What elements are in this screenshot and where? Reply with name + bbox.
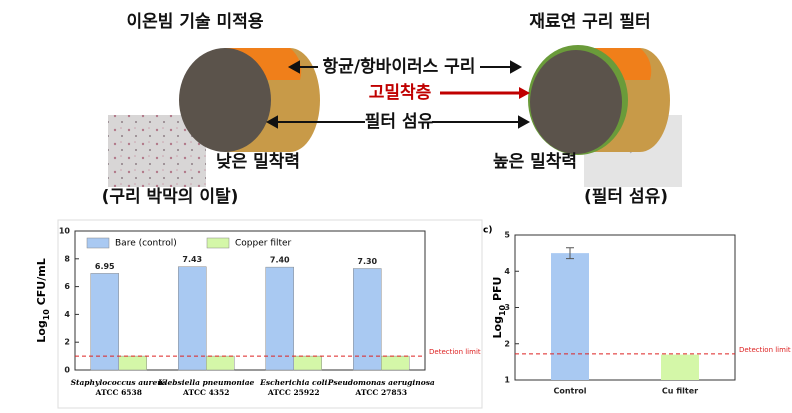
value-label: 7.43	[182, 255, 202, 264]
detection-label: Detection limit	[739, 346, 791, 354]
red-arrow	[440, 87, 530, 99]
fiber-label: 필터 섬유	[365, 112, 434, 132]
x-tick-label: Staphylococcus aureus	[71, 378, 168, 387]
left-title: 이온빔 기술 미적용	[127, 12, 264, 32]
x-tick-label: ATCC 4352	[182, 388, 229, 397]
y-label-sub: 10	[42, 309, 51, 321]
bar	[381, 355, 410, 371]
x-tick-label: Cu filter	[662, 387, 698, 396]
y-tick-label: 4	[64, 310, 70, 319]
legend-label: Bare (control)	[115, 239, 177, 249]
copper-label: 항균/항바이러스 구리	[323, 56, 476, 77]
bar	[661, 354, 699, 380]
left-caption: (구리 박막의 이탈)	[102, 186, 239, 207]
diagram: 이온빔 기술 미적용 재료연 구리 필터 항균/항바이러스 구리 고밀착층 필터…	[102, 12, 682, 207]
y-tick-label: 4	[504, 267, 510, 276]
y-tick-label: 8	[64, 254, 70, 263]
y-label-unit: CFU/mL	[35, 258, 48, 309]
right-title: 재료연 구리 필터	[529, 12, 650, 32]
bar	[90, 273, 119, 371]
legend-swatch	[206, 237, 230, 249]
arrows	[265, 60, 531, 129]
y-axis-label: Log10 CFU/mL	[35, 258, 51, 342]
right-adhesion: 높은 밀착력	[493, 151, 577, 172]
y-tick-label: 2	[504, 339, 510, 348]
y-tick-label: 0	[64, 366, 70, 375]
y-label-base: Log	[35, 320, 48, 342]
right-cylinder	[528, 45, 670, 155]
x-tick-label: ATCC 6538	[95, 388, 142, 397]
plot-area	[514, 234, 736, 381]
y-label-sub: 10	[498, 304, 507, 316]
y-label-unit: PFU	[491, 277, 504, 305]
legend-swatch	[86, 237, 110, 249]
value-label: 6.95	[95, 262, 115, 271]
y-tick-label: 3	[504, 303, 510, 312]
x-tick-label: Klebsiella pneumoniae	[157, 378, 254, 387]
y-label-base: Log	[491, 316, 504, 338]
x-tick-label: Control	[553, 387, 586, 396]
x-tick-label: Pseudomonas aeruginosa	[327, 378, 435, 387]
y-tick-label: 1	[504, 376, 510, 385]
legend-label: Copper filter	[235, 239, 292, 249]
x-tick-label: Escherichia coli	[259, 378, 327, 387]
left-adhesion: 낮은 밀착력	[216, 151, 300, 172]
y-axis-label: Log10 PFU	[491, 277, 507, 339]
panel-label: c)	[483, 226, 492, 236]
value-label: 7.40	[270, 256, 290, 265]
y-tick-label: 5	[504, 231, 510, 240]
bar	[118, 355, 147, 371]
bar	[353, 268, 382, 371]
detection-label: Detection limit	[429, 348, 481, 356]
bar	[551, 253, 589, 380]
adhesion-layer-label: 고밀착층	[369, 82, 432, 103]
error-bar	[566, 247, 574, 260]
x-tick-label: ATCC 27853	[354, 388, 407, 397]
bar	[206, 355, 235, 371]
right-caption: (필터 섬유)	[584, 187, 668, 207]
bar	[293, 355, 322, 371]
plot-area	[74, 230, 426, 371]
y-tick-label: 2	[64, 338, 70, 347]
bar	[265, 266, 294, 371]
value-label: 7.30	[357, 257, 377, 266]
y-tick-label: 10	[59, 227, 71, 236]
x-tick-label: ATCC 25922	[267, 388, 320, 397]
y-tick-label: 6	[64, 282, 70, 291]
left-cylinder	[179, 48, 320, 152]
bar	[178, 266, 207, 371]
